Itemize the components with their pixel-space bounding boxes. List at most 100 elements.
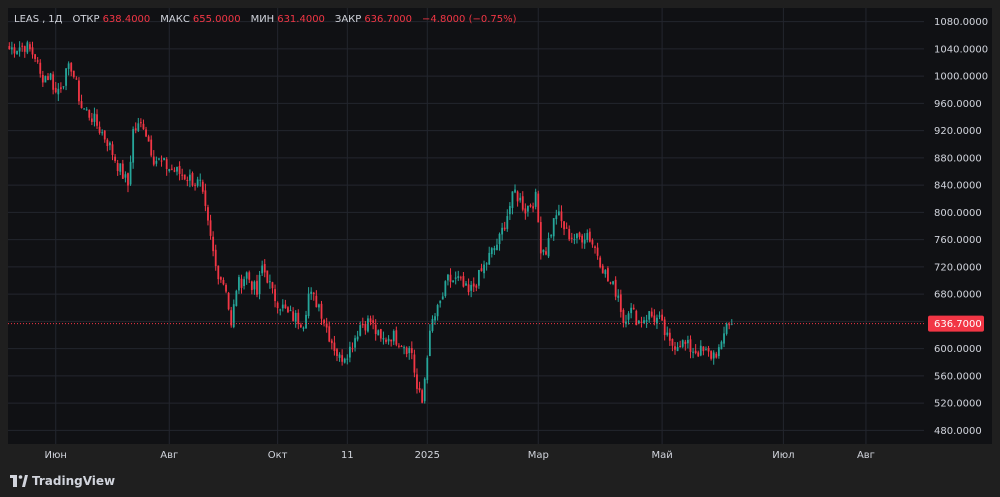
- candle-body: [201, 181, 204, 192]
- candle-body: [712, 352, 715, 359]
- candle-body: [121, 163, 124, 179]
- candle-body: [689, 339, 692, 352]
- candle-body: [459, 277, 462, 279]
- y-tick-label: 880.0000: [934, 153, 982, 164]
- candle-body: [320, 303, 323, 319]
- candle-body: [253, 281, 256, 290]
- candle-body: [336, 349, 338, 356]
- candle-body: [423, 378, 426, 402]
- candle-body: [142, 123, 145, 130]
- candle-body: [452, 280, 455, 283]
- candle-body: [103, 130, 106, 140]
- candle-body: [428, 330, 431, 357]
- candle-body: [230, 310, 233, 326]
- candle-body: [720, 341, 723, 350]
- candle-body: [49, 73, 52, 80]
- candle-body: [684, 341, 687, 344]
- grid-lines: [8, 8, 924, 444]
- candle-body: [325, 323, 328, 328]
- candle-body: [625, 321, 627, 325]
- candle-body: [462, 276, 465, 287]
- ohlc-legend: LEAS, 1Д ОТКР 638.4000 МАКС 655.0000 МИН 63…: [14, 14, 517, 25]
- candle-body: [717, 347, 720, 357]
- candle-body: [26, 42, 29, 53]
- candle-body: [405, 347, 408, 354]
- candle-body: [705, 349, 707, 351]
- x-tick-label: 11: [341, 450, 354, 461]
- tradingview-name: TradingView: [32, 474, 116, 488]
- candle-body: [173, 170, 176, 172]
- candle-body: [18, 47, 21, 52]
- candle-body: [243, 279, 245, 287]
- candle-body: [204, 190, 207, 206]
- candle-body: [333, 342, 336, 351]
- candle-body: [323, 320, 325, 323]
- candle-body: [614, 279, 617, 297]
- candle-body: [498, 233, 501, 245]
- candle-body: [395, 330, 398, 345]
- candle-body: [539, 222, 542, 254]
- candle-body: [52, 74, 55, 90]
- candle-body: [178, 166, 181, 174]
- candle-body: [725, 323, 728, 334]
- candle-body: [547, 238, 550, 257]
- candle-body: [29, 44, 31, 50]
- candle-body: [653, 315, 656, 323]
- candle-body: [524, 208, 527, 214]
- candle-body: [44, 76, 47, 83]
- candle-body: [116, 163, 119, 171]
- candle-body: [168, 169, 171, 172]
- candle-body: [537, 193, 540, 223]
- candle-body: [645, 320, 648, 322]
- candle-body: [643, 320, 645, 323]
- candle-body: [338, 354, 341, 358]
- candle-body: [710, 351, 713, 359]
- candle-body: [604, 270, 607, 275]
- candle-body: [238, 277, 240, 291]
- candle-body: [508, 206, 511, 215]
- candle-body: [39, 62, 42, 74]
- candle-body: [650, 311, 653, 317]
- tradingview-icon: [10, 475, 28, 487]
- candle-body: [297, 312, 300, 325]
- candle-body: [155, 160, 158, 164]
- candle-body: [490, 248, 493, 255]
- candle-body: [41, 74, 44, 83]
- last-price-tag-label: 636.7000: [934, 319, 982, 330]
- candle-body: [75, 78, 78, 80]
- candle-body: [676, 347, 679, 352]
- y-tick-label: 840.0000: [934, 181, 982, 192]
- candle-body: [591, 240, 594, 245]
- candle-body: [147, 136, 150, 142]
- candle-body: [483, 264, 485, 274]
- candle-body: [279, 309, 282, 311]
- ticker-label: LEAS: [14, 14, 40, 25]
- candle-body: [34, 54, 36, 59]
- candle-body: [176, 166, 178, 172]
- candle-body: [292, 311, 295, 321]
- candle-body: [599, 257, 602, 268]
- candle-body: [369, 318, 372, 323]
- candle-body: [183, 174, 186, 180]
- candle-body: [124, 174, 127, 178]
- candle-body: [93, 113, 96, 122]
- candle-body: [609, 282, 612, 284]
- candle-body: [607, 268, 609, 282]
- last-price-tag: 636.7000: [928, 315, 984, 332]
- candle-body: [612, 281, 614, 284]
- candle-body: [88, 110, 91, 118]
- candle-body: [563, 221, 565, 230]
- tradingview-logo[interactable]: TradingView: [10, 474, 115, 488]
- change-value: −4.8000 (−0.75%): [422, 14, 517, 25]
- candle-body: [129, 161, 132, 185]
- candle-body: [576, 233, 578, 239]
- x-tick-label: Авг: [160, 450, 178, 461]
- candle-body: [10, 47, 13, 50]
- candle-body: [23, 46, 26, 52]
- candle-body: [65, 68, 67, 86]
- candle-body: [85, 109, 88, 111]
- candle-body: [98, 126, 101, 133]
- candle-body: [379, 329, 382, 339]
